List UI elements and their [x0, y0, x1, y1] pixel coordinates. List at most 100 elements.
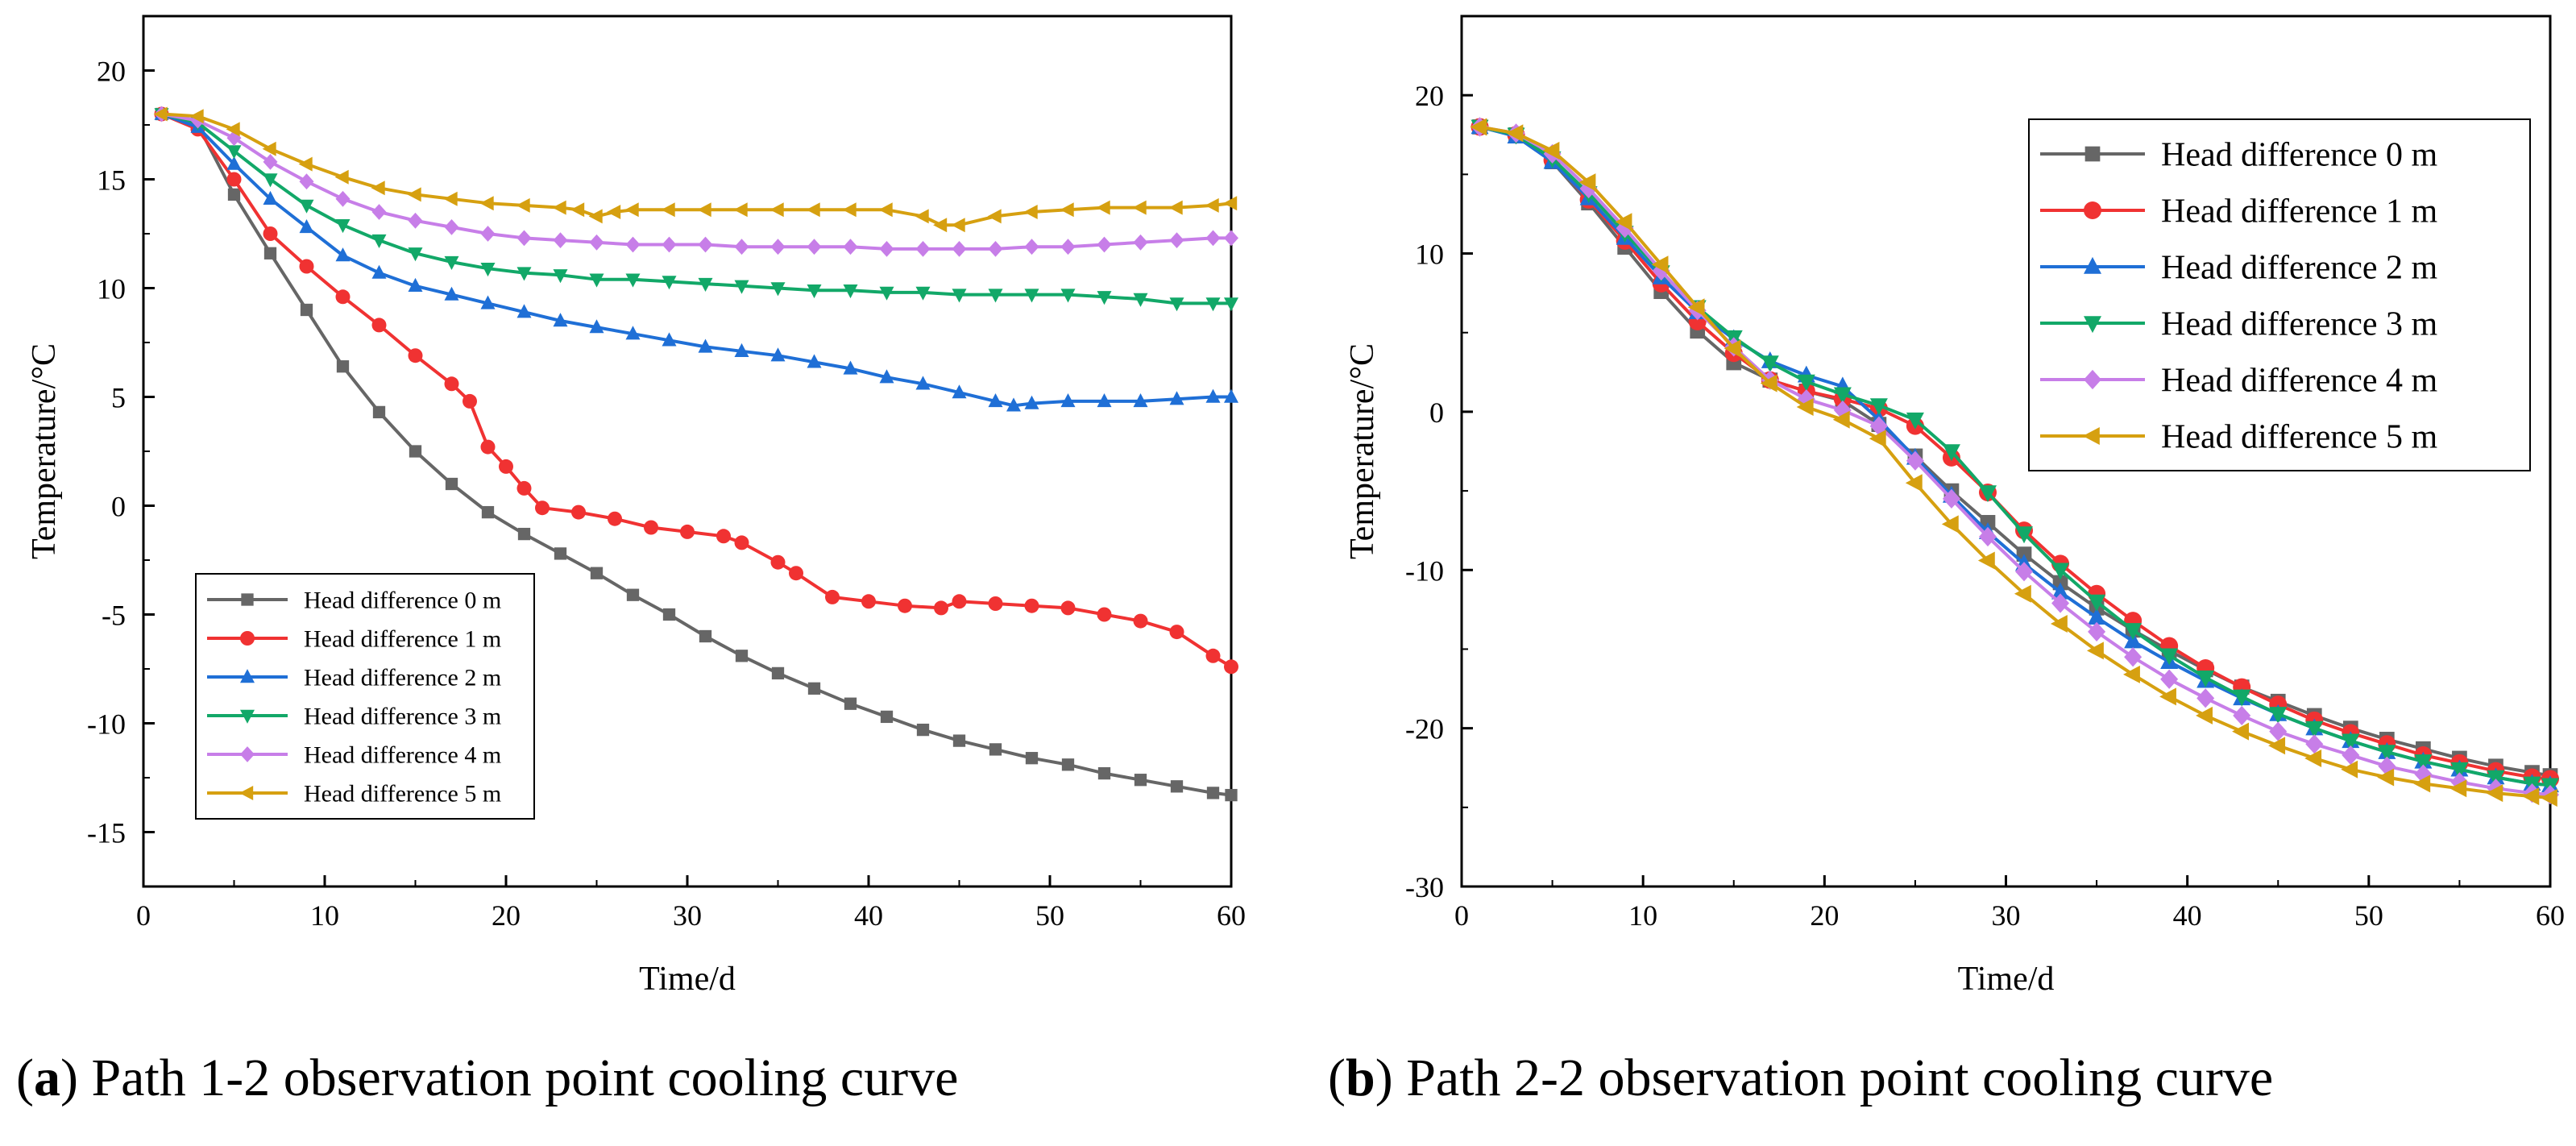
x-tick-label: 0 — [136, 899, 151, 932]
data-point — [226, 172, 242, 187]
data-point — [2377, 768, 2395, 787]
data-point — [2522, 787, 2540, 806]
legend-box — [2028, 118, 2531, 471]
y-tick-label: 15 — [97, 164, 126, 197]
data-point — [299, 219, 314, 234]
data-point — [480, 226, 496, 242]
data-point — [1169, 391, 1184, 405]
data-point — [662, 276, 677, 290]
data-point — [952, 241, 967, 257]
data-point — [262, 141, 276, 156]
data-point — [879, 286, 894, 301]
data-point — [770, 282, 786, 297]
data-point — [1133, 293, 1148, 307]
data-point — [933, 218, 948, 233]
data-point — [2088, 621, 2106, 642]
data-point — [1978, 526, 1997, 547]
data-point — [1724, 339, 1741, 358]
data-point — [570, 202, 585, 218]
x-tick-label: 60 — [1217, 899, 1246, 932]
data-point — [298, 156, 313, 172]
data-point — [1133, 393, 1148, 408]
data-point — [699, 629, 712, 643]
data-point — [535, 500, 550, 516]
data-point — [1223, 196, 1238, 211]
y-tick-label: 10 — [1415, 239, 1444, 271]
data-point — [1796, 398, 1814, 417]
data-point — [226, 145, 242, 160]
data-point — [1542, 141, 1560, 160]
x-tick-label: 50 — [2354, 899, 2383, 932]
data-point — [2051, 593, 2070, 613]
data-point — [263, 226, 278, 241]
x-axis-title: Time/d — [1958, 961, 2055, 998]
data-point — [300, 303, 313, 317]
data-point — [1097, 291, 1112, 305]
legend-entry: Head difference 2 m — [2161, 250, 2438, 287]
data-point — [1133, 234, 1148, 251]
series-line — [160, 112, 1231, 408]
data-point — [2124, 647, 2143, 667]
data-point — [444, 219, 459, 235]
data-point — [1097, 393, 1112, 408]
data-point — [2269, 707, 2288, 725]
data-point — [644, 520, 658, 535]
data-point — [1133, 613, 1148, 629]
data-point — [1205, 197, 1219, 213]
data-point — [335, 219, 351, 234]
y-axis-title: Temperature/°C — [1344, 343, 1381, 559]
data-point — [1833, 400, 1852, 421]
data-point — [1977, 551, 1995, 570]
data-point — [2413, 774, 2431, 793]
data-point — [2051, 582, 2070, 600]
chart-panel-b: 0 10 20 30 40 50 60 -30 -20 -10 0 10 20 Time/d Tempera… — [1344, 15, 2565, 998]
data-point — [463, 393, 477, 409]
data-point — [1025, 752, 1039, 765]
data-point — [1224, 230, 1238, 247]
data-point — [1060, 239, 1076, 255]
data-point — [770, 554, 786, 570]
y-tick-label: 20 — [1415, 80, 1444, 112]
data-point — [263, 173, 278, 188]
data-point — [2305, 720, 2324, 738]
data-point — [1941, 515, 1959, 534]
data-point — [1906, 412, 1924, 430]
data-point — [1168, 200, 1183, 215]
data-point — [1169, 297, 1184, 312]
data-point — [1615, 213, 1632, 231]
data-point — [898, 598, 912, 613]
data-point — [554, 547, 567, 560]
legend-swatch-marker — [2084, 256, 2101, 274]
data-point — [444, 286, 459, 301]
data-point — [2233, 705, 2251, 726]
data-point — [2232, 722, 2250, 741]
data-point — [1470, 118, 1487, 136]
data-point — [807, 354, 822, 368]
data-point — [445, 477, 458, 491]
y-tick-label: -20 — [1405, 713, 1444, 745]
data-point — [735, 650, 749, 662]
y-tick-label: -15 — [87, 817, 126, 849]
data-point — [2450, 762, 2469, 779]
data-point — [1578, 173, 1596, 192]
data-point — [480, 263, 496, 277]
x-axis-title: Time/d — [639, 961, 736, 998]
data-point — [2449, 779, 2467, 798]
data-point — [1869, 416, 1888, 436]
legend-swatch-marker — [2082, 427, 2100, 445]
data-point — [336, 360, 350, 373]
legend-swatch-marker — [240, 631, 255, 646]
data-point — [662, 332, 677, 347]
data-point — [499, 459, 513, 474]
data-point — [553, 232, 568, 248]
data-point — [299, 199, 314, 214]
caption-b-text: Path 2-2 observation point cooling curve — [1392, 1048, 2274, 1107]
data-point — [371, 234, 387, 248]
legend-entry: Head difference 1 m — [304, 626, 501, 653]
data-point — [1060, 393, 1076, 408]
data-point — [1024, 598, 1039, 613]
data-point — [1205, 230, 1221, 247]
data-point — [734, 280, 749, 294]
chart-panel-a: 0 10 20 30 40 50 60 -15 -10 -5 0 5 10 15 20 Time/d Tempe… — [26, 15, 1246, 998]
